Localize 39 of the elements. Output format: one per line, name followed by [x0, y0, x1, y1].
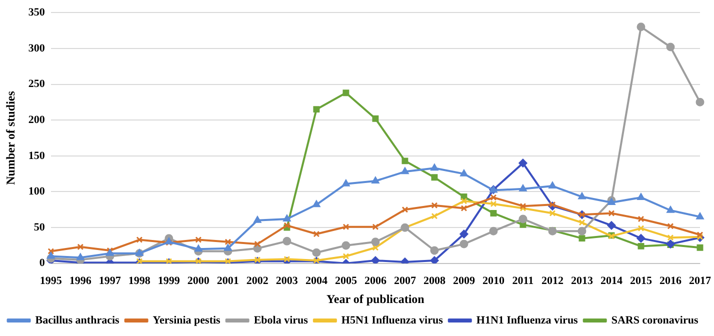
x-tick-label: 1995	[40, 274, 62, 287]
x-tick-label: 2006	[364, 274, 387, 287]
y-tick-label: 50	[34, 221, 46, 234]
x-tick-label: 2010	[482, 274, 505, 287]
x-tick-label: 2014	[600, 274, 623, 287]
y-tick-label: 200	[28, 114, 46, 126]
legend-label: Yersinia pestis	[152, 314, 222, 326]
y-axis-title: Number of studies	[3, 90, 18, 185]
x-tick-label: 1999	[158, 274, 180, 287]
x-tick-label: 2011	[512, 274, 534, 287]
x-tick-label: 2002	[246, 274, 269, 287]
legend-label: Bacillus anthracis	[35, 314, 120, 326]
x-tick-label: 2007	[394, 274, 416, 287]
x-tick-label: 2017	[689, 274, 712, 287]
y-tick-label: 0	[39, 257, 46, 270]
x-tick-label: 2000	[187, 274, 210, 287]
x-tick-label: 1997	[98, 274, 122, 287]
legend-label: H1N1 Influenza virus	[476, 314, 579, 326]
x-tick-label: 2015	[630, 274, 652, 287]
y-tick-label: 100	[28, 186, 46, 198]
y-tick-label: 300	[28, 42, 46, 54]
x-tick-label: 2009	[452, 274, 476, 287]
x-tick-label: 1998	[128, 274, 151, 287]
y-tick-label: 250	[28, 78, 46, 90]
legend-label: Ebola virus	[254, 314, 309, 326]
legend-label: H5N1 Influenza virus	[341, 314, 444, 326]
y-tick-label: 150	[28, 150, 46, 162]
x-tick-label: 2001	[216, 274, 239, 287]
x-axis-title: Year of publication	[326, 292, 425, 306]
x-tick-label: 2005	[334, 274, 358, 287]
x-tick-label: 2012	[541, 274, 564, 287]
legend-label: SARS coronavirus	[611, 314, 699, 326]
x-tick-label: 2008	[423, 274, 446, 287]
x-tick-label: 2016	[659, 274, 682, 287]
x-tick-label: 2004	[305, 274, 328, 287]
x-tick-label: 1996	[69, 274, 92, 287]
y-tick-label: 350	[28, 6, 46, 18]
x-tick-label: 2003	[276, 274, 298, 287]
x-tick-label: 2013	[570, 274, 594, 287]
